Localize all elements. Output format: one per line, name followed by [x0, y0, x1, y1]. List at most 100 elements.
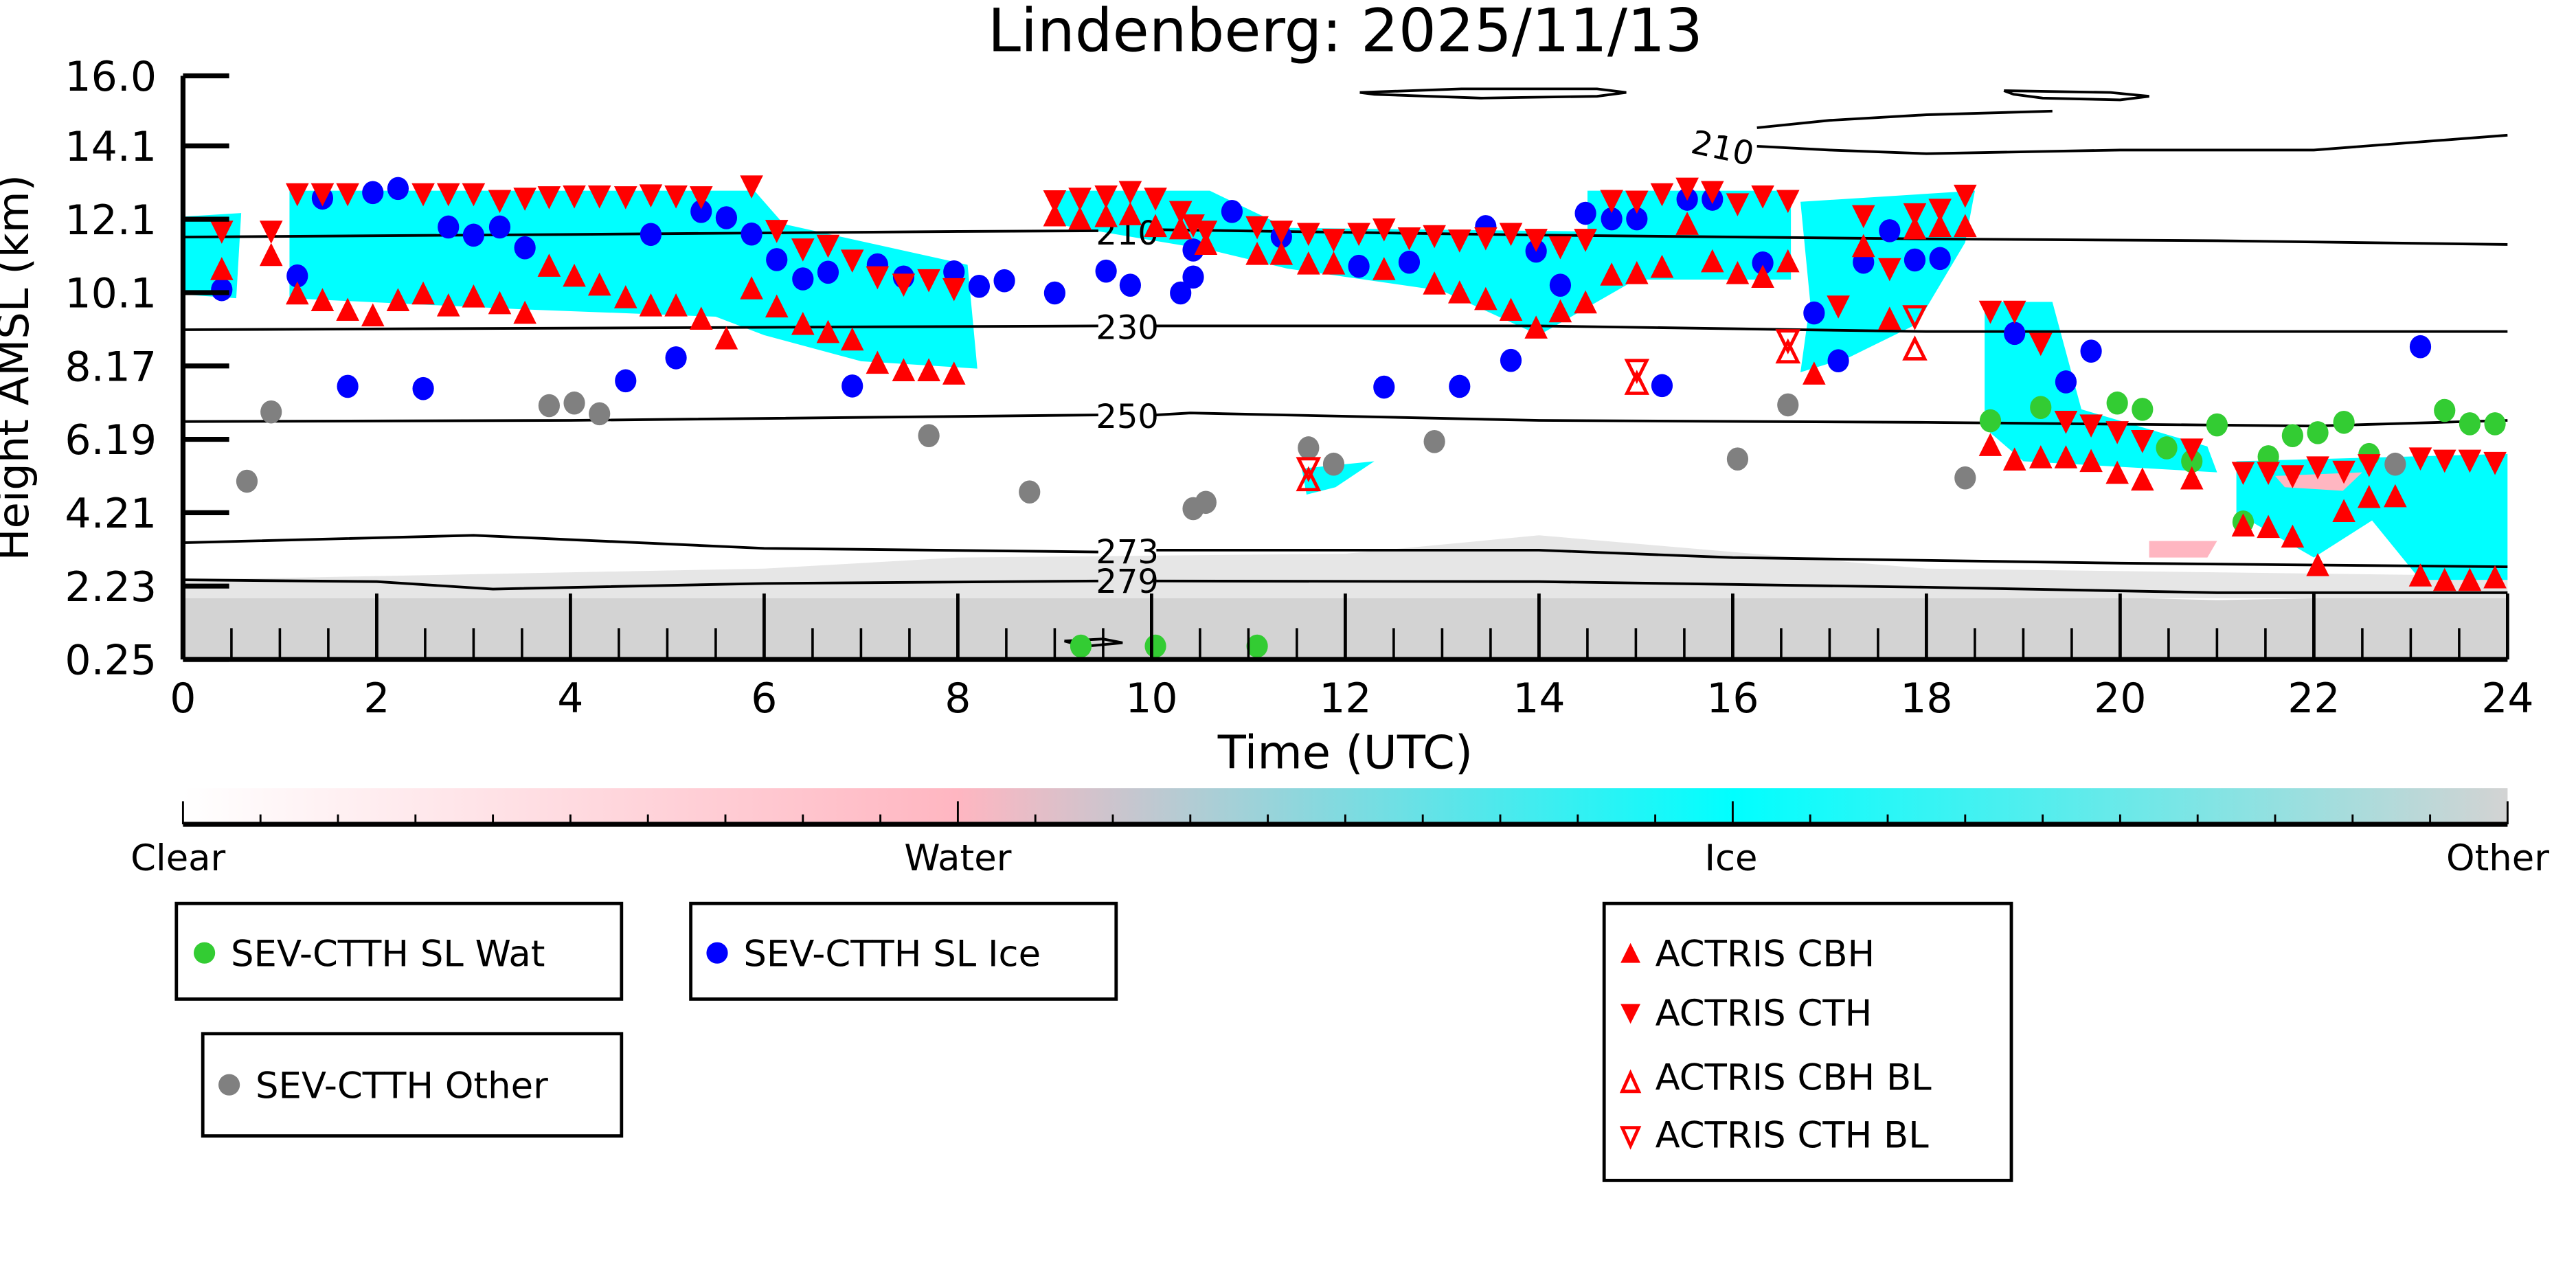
- point-sev-ctth-sl-ice: [1929, 247, 1951, 271]
- point-sev-ctth-sl-ice: [968, 274, 991, 298]
- region-ice: [1800, 190, 1975, 372]
- legend-label: ACTRIS CBH: [1656, 933, 1875, 975]
- point-actris-cth: [436, 183, 460, 207]
- point-actris-cbh: [1423, 271, 1446, 295]
- point-actris-cbh: [513, 300, 536, 324]
- point-actris-cbh: [563, 263, 586, 287]
- point-actris-cbh: [2131, 467, 2154, 491]
- point-sev-ctth-sl-ice: [514, 236, 536, 260]
- point-actris-cth: [2332, 460, 2355, 484]
- point-actris-cbh: [1928, 214, 1952, 238]
- legend-marker-triangle-up-open: [1619, 1069, 1642, 1094]
- point-sev-ctth-sl-ice: [665, 346, 687, 370]
- y-tick-label: 2.23: [65, 563, 157, 611]
- point-sev-ctth-other: [538, 394, 560, 418]
- point-actris-cth: [1499, 223, 1523, 247]
- point-sev-ctth-sl-ice: [1752, 251, 1774, 275]
- point-sev-ctth-sl-ice: [1879, 219, 1901, 242]
- point-actris-cbh: [1574, 290, 1597, 314]
- point-actris-cbh: [2180, 466, 2204, 490]
- point-actris-cth: [259, 221, 283, 244]
- x-tick-label: 16: [1706, 675, 1759, 723]
- point-actris-cth: [1094, 185, 1118, 209]
- legend-sev-ice: SEV-CTTH SL Ice: [689, 901, 1118, 1001]
- point-actris-cbh: [2281, 524, 2305, 548]
- point-actris-cth: [2281, 465, 2305, 488]
- point-actris-cth: [1297, 223, 1320, 247]
- point-actris-cbh: [917, 358, 940, 381]
- point-actris-cbh: [361, 303, 385, 327]
- region-ice: [1302, 461, 1375, 495]
- y-tick-label: 12.1: [65, 196, 157, 245]
- point-actris-cbh: [1954, 214, 1977, 238]
- point-actris-cth: [1903, 203, 1927, 227]
- point-actris-cth: [1269, 221, 1293, 244]
- point-sev-ctth-sl-wat: [2434, 398, 2456, 422]
- point-actris-cth: [1347, 223, 1370, 247]
- point-sev-ctth-sl-ice: [792, 267, 814, 291]
- point-actris-cth: [1650, 183, 1674, 207]
- point-actris-cbh: [1600, 262, 1623, 286]
- legend-marker-blue-circle: [706, 942, 728, 964]
- point-actris-cbh: [840, 327, 864, 351]
- contour-label: 230: [1096, 309, 1159, 348]
- point-actris-cbh: [310, 288, 335, 312]
- point-actris-cbh: [2079, 449, 2103, 473]
- point-actris-cbh: [1094, 203, 1118, 227]
- point-sev-ctth-sl-ice: [1626, 207, 1648, 231]
- point-sev-ctth-sl-ice: [2080, 339, 2102, 363]
- point-actris-cth: [664, 185, 688, 209]
- point-sev-ctth-sl-ice: [1574, 201, 1596, 225]
- point-actris-cth: [1474, 227, 1498, 251]
- point-actris-cth-bl: [1624, 359, 1650, 385]
- point-actris-cth: [411, 183, 435, 207]
- point-sev-ctth-sl-ice: [1170, 281, 1192, 305]
- point-actris-cbh-bl: [1296, 466, 1322, 492]
- point-actris-cth: [310, 183, 335, 207]
- point-actris-cbh: [1269, 241, 1293, 265]
- point-actris-cbh: [2257, 515, 2280, 539]
- point-actris-cth: [1851, 205, 1875, 229]
- x-tick-label: 18: [1900, 675, 1952, 723]
- x-axis-label: Time (UTC): [1217, 725, 1473, 779]
- x-tick-label: 24: [2481, 675, 2533, 723]
- point-sev-ctth-other: [1019, 480, 1041, 504]
- point-sev-ctth-sl-wat: [2333, 410, 2355, 434]
- point-actris-cth: [2180, 438, 2204, 462]
- point-actris-cth: [1548, 236, 1572, 260]
- point-actris-cbh: [2483, 565, 2507, 589]
- point-actris-cbh: [1978, 433, 2002, 456]
- point-actris-cbh: [1851, 234, 1875, 258]
- point-actris-cth: [2131, 430, 2154, 453]
- point-actris-cth: [210, 221, 234, 244]
- point-actris-cth: [1043, 190, 1067, 214]
- point-actris-cth: [1372, 218, 1396, 242]
- point-actris-cth: [613, 186, 637, 210]
- point-sev-ctth-other: [918, 424, 940, 447]
- point-actris-cth: [2432, 449, 2456, 473]
- colorbar-label-ice: Ice: [1704, 837, 1757, 879]
- legend-sev-wat: SEV-CTTH SL Wat: [174, 901, 624, 1001]
- point-sev-ctth-sl-wat: [1144, 634, 1166, 658]
- x-tick-label: 12: [1319, 675, 1371, 723]
- y-axis-label: Height AMSL (km): [0, 174, 38, 561]
- point-actris-cbh: [1878, 306, 1901, 330]
- point-actris-cbh: [1675, 212, 1699, 235]
- point-sev-ctth-sl-ice: [715, 206, 738, 229]
- point-actris-cth: [2458, 449, 2482, 473]
- point-actris-cth: [2002, 300, 2026, 324]
- point-sev-ctth-sl-ice: [1182, 265, 1204, 289]
- point-actris-cth: [537, 186, 561, 210]
- contour-label: 210: [1688, 123, 1757, 174]
- point-sev-ctth-other: [1954, 466, 1976, 490]
- point-actris-cbh: [1447, 280, 1471, 304]
- point-actris-cth: [2357, 454, 2381, 477]
- contour-line-230: [1156, 324, 2508, 333]
- point-actris-cbh: [689, 306, 713, 330]
- point-actris-cbh: [1168, 216, 1193, 240]
- point-actris-cbh-bl: [1775, 338, 1801, 364]
- legend-marker-triangle-up: [1620, 942, 1640, 963]
- point-actris-cbh: [436, 293, 460, 317]
